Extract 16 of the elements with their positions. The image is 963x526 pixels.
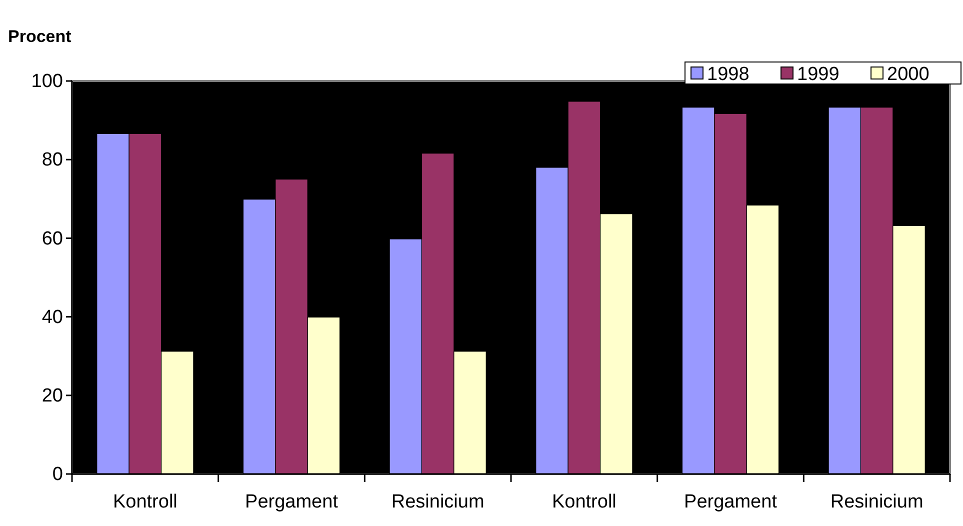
y-tick-label: 20 (42, 385, 63, 406)
y-tick-label: 80 (42, 150, 63, 171)
y-tick-label: 40 (42, 306, 63, 328)
y-tick-label: 60 (42, 228, 63, 250)
legend-label: 2000 (887, 64, 930, 85)
x-tick-label: Kontroll (112, 491, 178, 512)
x-tick-label: Resinicium (391, 491, 484, 512)
y-tick-label: 100 (31, 71, 63, 92)
legend-label: 1999 (797, 64, 840, 85)
legend-label: 1998 (707, 64, 750, 85)
y-axis-title: Procent (8, 27, 72, 46)
x-tick-label: Pergament (684, 491, 778, 512)
x-tick-label: Pergament (245, 491, 339, 512)
x-tick-label: Resinicium (830, 491, 924, 512)
x-tick-label: Kontroll (552, 491, 616, 512)
y-tick-label: 0 (52, 464, 63, 486)
